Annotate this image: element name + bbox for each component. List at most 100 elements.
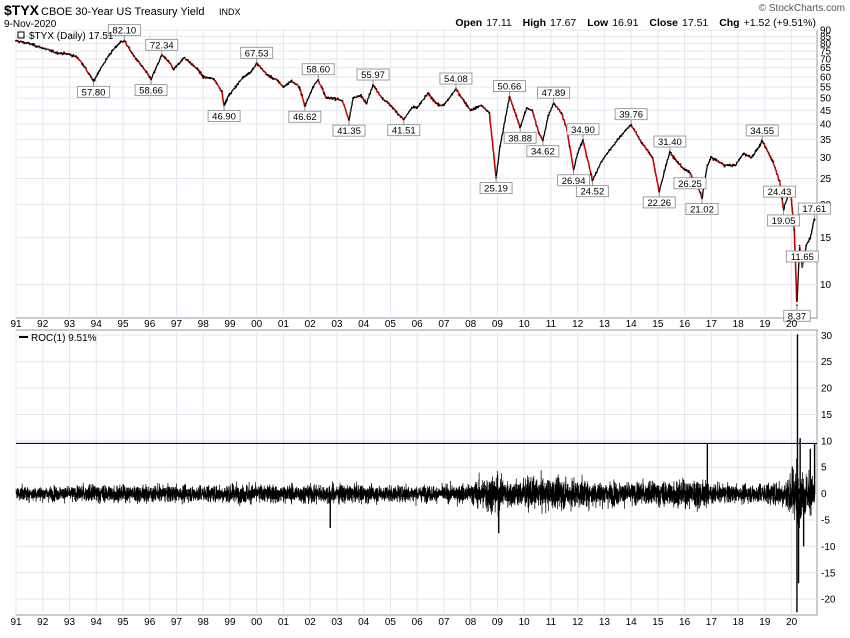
open-label: Open [455, 17, 482, 29]
price-point [437, 104, 440, 107]
x-tick-label: 14 [626, 319, 638, 330]
price-point [464, 101, 467, 104]
x-tick-label: 04 [358, 319, 370, 330]
price-y-tick-label: 90 [820, 26, 832, 37]
price-series [15, 39, 816, 307]
price-point [600, 160, 603, 163]
annotation-label: 41.51 [392, 126, 416, 137]
price-legend-text: $TYX (Daily) 17.51 [29, 31, 114, 42]
price-point [560, 112, 563, 114]
x-tick-label: 00 [251, 617, 263, 628]
price-point [381, 97, 384, 100]
price-point [537, 132, 540, 134]
price-y-tick-label: 70 [820, 55, 832, 66]
price-point [188, 61, 191, 64]
annotation-label: 17.61 [802, 204, 826, 215]
annotation-label: 8.37 [788, 311, 807, 322]
roc-legend-text: ROC(1) 9.51% [31, 333, 97, 344]
x-tick-label: 15 [652, 617, 664, 628]
x-tick-label: 93 [64, 617, 76, 628]
annotation-label: 82.10 [112, 26, 136, 37]
annotation-label: 22.26 [647, 198, 671, 209]
x-tick-label: 18 [733, 617, 745, 628]
x-tick-label: 05 [385, 617, 397, 628]
annotation-label: 58.66 [139, 86, 163, 97]
roc-y-tick-label: 0 [821, 489, 827, 500]
price-point [140, 65, 143, 67]
x-tick-label: 17 [706, 617, 718, 628]
x-tick-label: 91 [10, 319, 22, 330]
watermark: © StockCharts.com [759, 3, 845, 14]
price-point [606, 152, 608, 155]
x-tick-label: 20 [786, 319, 798, 330]
low-label: Low [587, 17, 609, 29]
security-name: CBOE 30-Year US Treasury Yield [41, 6, 204, 18]
roc-line [15, 458, 816, 529]
price-point [640, 141, 643, 144]
price-panel-frame [15, 29, 818, 319]
price-point [443, 104, 445, 107]
price-point [108, 53, 111, 56]
annotation-label: 24.52 [580, 187, 604, 198]
chart-header: $TYX CBOE 30-Year US Treasury Yield INDX… [4, 2, 845, 30]
price-point [221, 90, 223, 93]
annotation-box [77, 85, 110, 98]
x-tick-label: 97 [171, 319, 183, 330]
price-point [758, 145, 761, 148]
price-y-tick-label: 80 [820, 39, 832, 50]
roc-grid [15, 330, 817, 615]
x-tick-label: 13 [599, 319, 611, 330]
x-tick-label: 18 [733, 319, 745, 330]
roc-panel: -20 -15 -10 -5 0 5 10 15 20 25 30 ROC(1) 9.51% [15, 329, 836, 616]
x-tick-label: 97 [171, 617, 183, 628]
annotation-box [653, 135, 687, 148]
price-point [798, 244, 801, 247]
price-point [28, 42, 31, 45]
price-point [156, 63, 159, 66]
x-tick-label: 03 [331, 319, 343, 330]
price-point [213, 78, 215, 80]
price-point [669, 151, 671, 153]
annotation-box [642, 196, 676, 209]
x-tick-label: 16 [679, 319, 691, 330]
price-point [277, 80, 279, 82]
price-point [227, 94, 230, 97]
annotation-label: 46.90 [212, 112, 236, 123]
low-value: 16.91 [612, 17, 638, 29]
high-value: 17.67 [550, 17, 576, 29]
annotation-label: 19.05 [772, 216, 796, 227]
x-tick-label: 04 [358, 617, 370, 628]
price-point [266, 74, 269, 76]
annotation-label: 26.94 [562, 176, 586, 187]
price-point [167, 59, 170, 62]
roc-y-tick-label: -20 [821, 595, 836, 606]
price-point [683, 168, 686, 171]
price-point [426, 92, 429, 95]
price-point [499, 145, 501, 148]
price-point [365, 101, 368, 104]
price-point [651, 156, 654, 159]
price-point [416, 106, 419, 109]
x-tick-label: 95 [117, 617, 129, 628]
x-tick-label: 07 [438, 617, 450, 628]
x-tick-label: 99 [224, 617, 236, 628]
price-y-tick-label: 60 [820, 72, 832, 83]
price-y-tick-label: 35 [820, 135, 832, 146]
price-y-tick-label: 75 [820, 47, 832, 58]
x-tick-label: 03 [331, 617, 343, 628]
annotation-box [493, 80, 526, 93]
legend-swatch-price [17, 31, 25, 39]
price-point [547, 114, 550, 117]
price-point [360, 94, 362, 97]
annotation-box [767, 214, 800, 227]
price-point [76, 56, 79, 59]
annotation-box [207, 110, 241, 122]
annotation-box [797, 202, 831, 215]
x-axis-top: 91 92 93 94 95 96 97 98 99 00 01 02 03 04 05 06 07 08 09 10… [10, 319, 797, 330]
roc-y-tick-label: 20 [821, 384, 833, 395]
price-y-tick-label: 25 [820, 174, 832, 185]
price-point [525, 106, 528, 109]
chg-value: +1.52 (+9.51%) [744, 17, 816, 29]
annotation-box [240, 46, 274, 59]
